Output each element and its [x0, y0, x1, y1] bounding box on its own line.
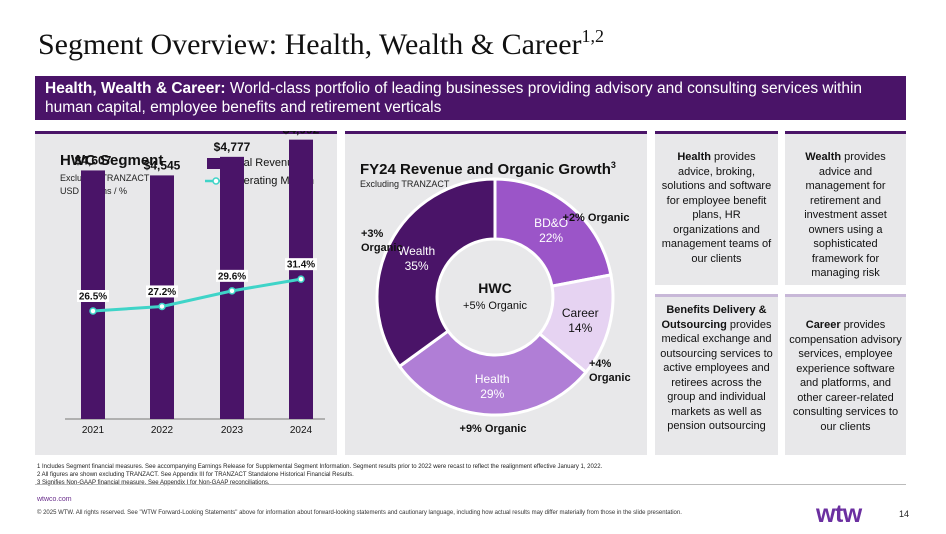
slice-growth-label: Organic: [361, 242, 403, 254]
wtw-logo: wtw: [816, 500, 862, 528]
margin-point: [297, 275, 305, 283]
slice-growth-label: +2% Organic: [563, 212, 630, 224]
margin-label: 27.2%: [148, 287, 176, 298]
operating-margin-line: [92, 277, 302, 313]
revenue-label: $4,607: [75, 153, 112, 167]
bdo-description: Benefits Delivery & Outsourcing provides…: [660, 304, 773, 432]
margin-label: 31.4%: [287, 260, 315, 271]
year-tick-label: 2023: [221, 425, 244, 436]
margin-label-bg: [77, 290, 109, 302]
donut-title-superscript: 3: [610, 160, 616, 170]
donut-center-title: HWC: [478, 280, 511, 296]
legend-revenue-swatch: [207, 158, 225, 169]
hwc-bar-chart: $4,607 2021 $4,545 2022 $4,777 2023 $4,992 2024…: [65, 131, 325, 436]
career-box: [785, 294, 906, 455]
year-tick-label: 2024: [290, 425, 313, 436]
banner-text: World-class portfolio of leading busines…: [45, 80, 863, 116]
revenue-label: $4,992: [283, 131, 320, 137]
footer-copyright: © 2025 WTW. All rights reserved. See "WT…: [37, 510, 682, 516]
year-tick-label: 2022: [151, 425, 174, 436]
hwc-panel-accent: [35, 131, 337, 134]
page-number: 14: [899, 509, 910, 519]
margin-point: [158, 302, 166, 311]
slice-share-label: 29%: [480, 387, 504, 401]
slice-growth-label: +3%: [361, 228, 384, 240]
slice-share-label: 35%: [405, 259, 429, 273]
donut-title: FY24 Revenue and Organic Growth3: [360, 160, 616, 178]
footer-divider: [35, 484, 906, 485]
footnote-2: 2 All figures are shown excluding TRANZA…: [37, 472, 354, 478]
margin-label: 26.5%: [79, 292, 107, 303]
margin-point: [89, 307, 97, 315]
hwc-title: HWC Segment: [60, 152, 164, 169]
career-box-accent: [785, 294, 906, 297]
page-title: Segment Overview: Health, Wealth & Caree…: [38, 26, 605, 61]
wealth-box-accent: [785, 131, 906, 134]
slice-name-label: Career: [562, 306, 599, 320]
health-description: Health provides advice, broking, solutio…: [661, 151, 772, 265]
year-tick-label: 2021: [82, 425, 105, 436]
footnote-3: 3 Signifies Non-GAAP financial measure. …: [37, 480, 270, 486]
bdo-box: [655, 294, 778, 455]
margin-point: [228, 287, 236, 295]
margin-label-bg: [146, 285, 178, 298]
donut-panel-accent: [345, 131, 647, 134]
wealth-box: [785, 131, 906, 285]
wealth-description: Wealth provides advice and management fo…: [804, 151, 887, 279]
margin-label-bg: [216, 269, 248, 282]
donut-slice: [397, 328, 589, 417]
donut-slice: [493, 177, 613, 288]
slice-share-label: 14%: [568, 321, 592, 335]
slice-name-label: BD&O: [534, 216, 568, 230]
summary-banner: Health, Wealth & Career: World-class por…: [35, 76, 906, 120]
slice-name-label: Health: [475, 372, 510, 386]
margin-label-bg: [285, 258, 317, 271]
margin-label: 29.6%: [218, 271, 246, 282]
career-description: Career provides compensation advisory se…: [789, 319, 902, 433]
banner-lead: Health, Wealth & Career:: [45, 80, 226, 97]
health-box: [655, 131, 778, 285]
revenue-label: $4,545: [144, 158, 181, 172]
slice-growth-label: +9% Organic: [460, 423, 527, 435]
legend-revenue-label: Total Revenue: [229, 157, 300, 169]
revenue-label: $4,777: [214, 140, 251, 154]
title-superscript: 1,2: [581, 26, 605, 46]
donut-subtitle: Excluding TRANZACT: [360, 179, 450, 189]
donut-center-subtitle: +5% Organic: [463, 300, 527, 312]
donut-slice: [375, 177, 497, 369]
slice-growth-label: +4%: [589, 358, 612, 370]
footnote-1: 1 Includes Segment financial measures. S…: [37, 464, 603, 470]
footer-url[interactable]: wtwco.com: [37, 496, 72, 503]
slice-name-label: Wealth: [398, 244, 435, 258]
health-box-accent: [655, 131, 778, 134]
slice-growth-label: Organic: [589, 372, 631, 384]
slice-share-label: 22%: [539, 231, 563, 245]
bdo-box-accent: [655, 294, 778, 297]
